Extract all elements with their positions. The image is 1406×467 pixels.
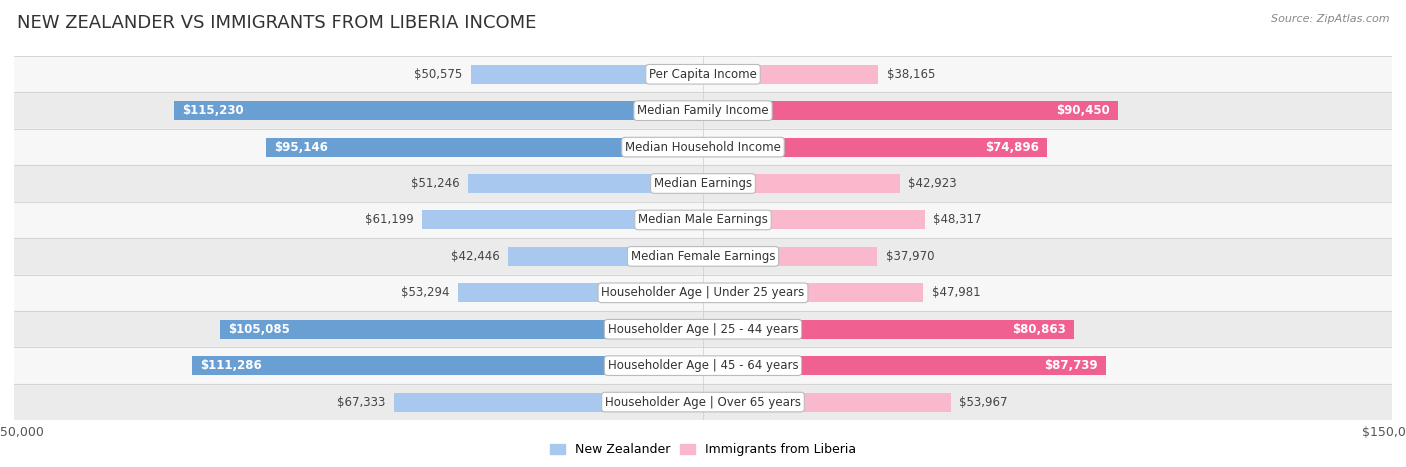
- Bar: [221, 320, 703, 339]
- Text: $37,970: $37,970: [886, 250, 934, 263]
- Bar: [703, 393, 950, 411]
- Text: $95,146: $95,146: [274, 141, 328, 154]
- Bar: [14, 384, 1392, 420]
- Bar: [458, 283, 703, 302]
- Text: Householder Age | 25 - 44 years: Householder Age | 25 - 44 years: [607, 323, 799, 336]
- Text: Median Female Earnings: Median Female Earnings: [631, 250, 775, 263]
- Text: $87,739: $87,739: [1045, 359, 1098, 372]
- Text: $51,246: $51,246: [411, 177, 460, 190]
- Bar: [14, 202, 1392, 238]
- Bar: [703, 138, 1047, 156]
- Bar: [471, 65, 703, 84]
- Bar: [703, 101, 1118, 120]
- Text: $42,923: $42,923: [908, 177, 957, 190]
- Bar: [14, 92, 1392, 129]
- Text: Householder Age | Under 25 years: Householder Age | Under 25 years: [602, 286, 804, 299]
- Bar: [174, 101, 703, 120]
- Bar: [703, 174, 900, 193]
- Bar: [14, 129, 1392, 165]
- Bar: [14, 275, 1392, 311]
- Text: Median Male Earnings: Median Male Earnings: [638, 213, 768, 226]
- Legend: New Zealander, Immigrants from Liberia: New Zealander, Immigrants from Liberia: [544, 439, 862, 461]
- Text: $111,286: $111,286: [200, 359, 262, 372]
- Bar: [191, 356, 703, 375]
- Text: $61,199: $61,199: [366, 213, 413, 226]
- Text: $53,967: $53,967: [959, 396, 1008, 409]
- Bar: [14, 311, 1392, 347]
- Bar: [422, 211, 703, 229]
- Text: $42,446: $42,446: [451, 250, 499, 263]
- Text: Median Household Income: Median Household Income: [626, 141, 780, 154]
- Bar: [703, 320, 1074, 339]
- Bar: [468, 174, 703, 193]
- Text: $67,333: $67,333: [337, 396, 385, 409]
- Text: $47,981: $47,981: [932, 286, 980, 299]
- Text: $48,317: $48,317: [934, 213, 981, 226]
- Bar: [703, 356, 1107, 375]
- Bar: [703, 211, 925, 229]
- Text: $80,863: $80,863: [1012, 323, 1066, 336]
- Bar: [394, 393, 703, 411]
- Text: Median Family Income: Median Family Income: [637, 104, 769, 117]
- Bar: [266, 138, 703, 156]
- Text: Householder Age | 45 - 64 years: Householder Age | 45 - 64 years: [607, 359, 799, 372]
- Bar: [508, 247, 703, 266]
- Text: $50,575: $50,575: [415, 68, 463, 81]
- Bar: [703, 283, 924, 302]
- Text: $115,230: $115,230: [181, 104, 243, 117]
- Text: $74,896: $74,896: [984, 141, 1039, 154]
- Text: Householder Age | Over 65 years: Householder Age | Over 65 years: [605, 396, 801, 409]
- Bar: [703, 65, 879, 84]
- Text: Median Earnings: Median Earnings: [654, 177, 752, 190]
- Text: NEW ZEALANDER VS IMMIGRANTS FROM LIBERIA INCOME: NEW ZEALANDER VS IMMIGRANTS FROM LIBERIA…: [17, 14, 536, 32]
- Text: $90,450: $90,450: [1056, 104, 1111, 117]
- Bar: [703, 247, 877, 266]
- Text: $53,294: $53,294: [402, 286, 450, 299]
- Bar: [14, 56, 1392, 92]
- Text: Per Capita Income: Per Capita Income: [650, 68, 756, 81]
- Text: $38,165: $38,165: [887, 68, 935, 81]
- Text: $105,085: $105,085: [229, 323, 291, 336]
- Bar: [14, 238, 1392, 275]
- Bar: [14, 347, 1392, 384]
- Text: Source: ZipAtlas.com: Source: ZipAtlas.com: [1271, 14, 1389, 24]
- Bar: [14, 165, 1392, 202]
